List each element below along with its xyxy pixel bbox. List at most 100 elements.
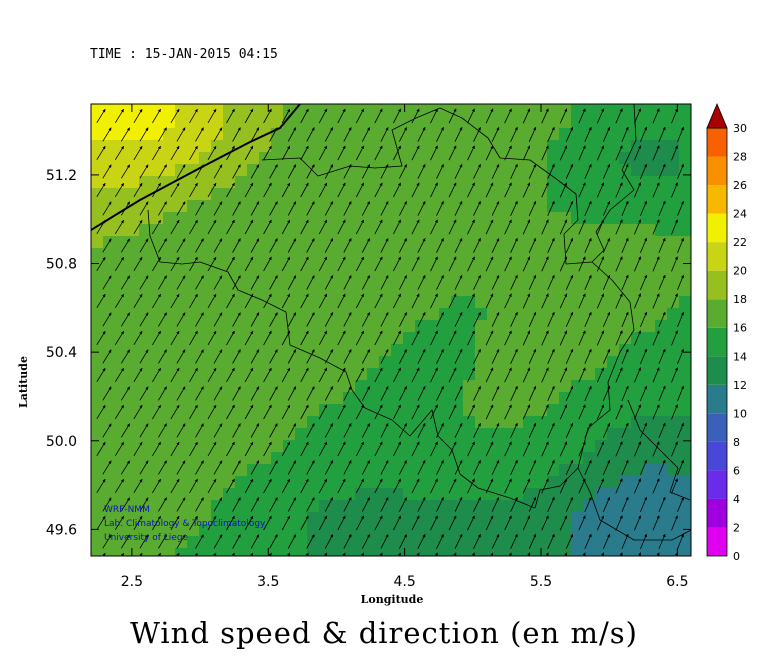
speed-cell [187, 380, 200, 393]
speed-cell [667, 116, 680, 129]
speed-cell [223, 428, 236, 441]
speed-cell [511, 524, 524, 537]
speed-cell [211, 128, 224, 141]
speed-cell [259, 332, 272, 345]
speed-cell [667, 104, 680, 117]
wind-arrow [300, 293, 309, 309]
wind-arrow [541, 256, 549, 272]
speed-cell [499, 428, 512, 441]
wind-arrow [634, 219, 641, 235]
speed-cell [211, 188, 224, 201]
wind-arrow [269, 275, 278, 290]
wind-arrow [133, 182, 143, 198]
speed-cell [91, 548, 104, 556]
speed-cell [151, 164, 164, 177]
speed-cell [331, 116, 344, 129]
speed-cell [187, 344, 200, 357]
speed-cell [199, 452, 212, 465]
speed-cell [631, 404, 644, 417]
wind-arrow [355, 330, 365, 346]
speed-cell [439, 368, 452, 381]
speed-cell [115, 524, 128, 537]
wind-arrow [652, 145, 660, 161]
wind-arrow [300, 219, 309, 235]
wind-arrow [158, 386, 167, 401]
speed-cell [91, 488, 104, 501]
wind-arrow [677, 274, 684, 291]
speed-cell [475, 320, 488, 333]
speed-cell [463, 392, 476, 405]
speed-cell [499, 200, 512, 213]
speed-cell [163, 128, 176, 141]
speed-cell [187, 140, 200, 153]
speed-cell [427, 548, 440, 556]
speed-cell [511, 212, 524, 225]
speed-cell [103, 284, 116, 297]
speed-cell [151, 128, 164, 141]
speed-cell [259, 296, 272, 309]
speed-cell [667, 548, 680, 556]
speed-cell [475, 200, 488, 213]
speed-cell [355, 104, 368, 117]
speed-cell [415, 464, 428, 477]
speed-cell [259, 176, 272, 189]
speed-cell [103, 260, 116, 273]
speed-cell [511, 476, 524, 489]
speed-cell [283, 272, 296, 285]
speed-cell [643, 404, 656, 417]
speed-cell [487, 380, 500, 393]
wind-arrow [504, 293, 512, 309]
speed-cell [115, 488, 128, 501]
speed-cell [439, 152, 452, 165]
speed-cell [427, 224, 440, 237]
speed-cell [403, 164, 416, 177]
speed-cell [223, 224, 236, 237]
speed-cell [331, 476, 344, 489]
speed-cell [571, 176, 584, 189]
speed-cell [487, 116, 500, 129]
speed-cell [667, 536, 680, 549]
speed-cell [127, 488, 140, 501]
wind-arrow [615, 293, 623, 309]
speed-cell [343, 176, 356, 189]
speed-cell [487, 128, 500, 141]
speed-cell [115, 416, 128, 429]
speed-cell [391, 152, 404, 165]
speed-cell [427, 140, 440, 153]
wind-arrow [621, 385, 629, 402]
wind-arrow [102, 201, 112, 216]
speed-cell [499, 380, 512, 393]
speed-cell [379, 488, 392, 501]
wind-arrow [417, 201, 426, 216]
speed-cell [391, 176, 404, 189]
speed-cell [163, 548, 176, 556]
speed-cell [535, 344, 548, 357]
speed-cell [415, 428, 428, 441]
wind-arrow [374, 145, 383, 161]
colorbar-label: 30 [733, 122, 747, 135]
wind-arrow [133, 330, 143, 346]
speed-cell [379, 308, 392, 321]
speed-cell [235, 536, 248, 549]
speed-cell [631, 200, 644, 213]
speed-cell [139, 440, 152, 453]
wind-arrow [269, 164, 278, 179]
speed-cell [559, 308, 572, 321]
speed-cell [475, 284, 488, 297]
speed-cell [187, 356, 200, 369]
wind-arrow [96, 145, 106, 161]
speed-cell [343, 392, 356, 405]
speed-cell [283, 212, 296, 225]
speed-cell [271, 440, 284, 453]
speed-cell [499, 344, 512, 357]
speed-cell [235, 260, 248, 273]
wind-arrow [454, 349, 463, 364]
wind-arrow [281, 330, 291, 346]
speed-cell [151, 176, 164, 189]
speed-cell [475, 212, 488, 225]
wind-arrow [96, 330, 106, 346]
speed-cell [283, 248, 296, 261]
wind-arrow [467, 441, 475, 457]
wind-arrow [380, 164, 389, 179]
speed-cell [571, 440, 584, 453]
